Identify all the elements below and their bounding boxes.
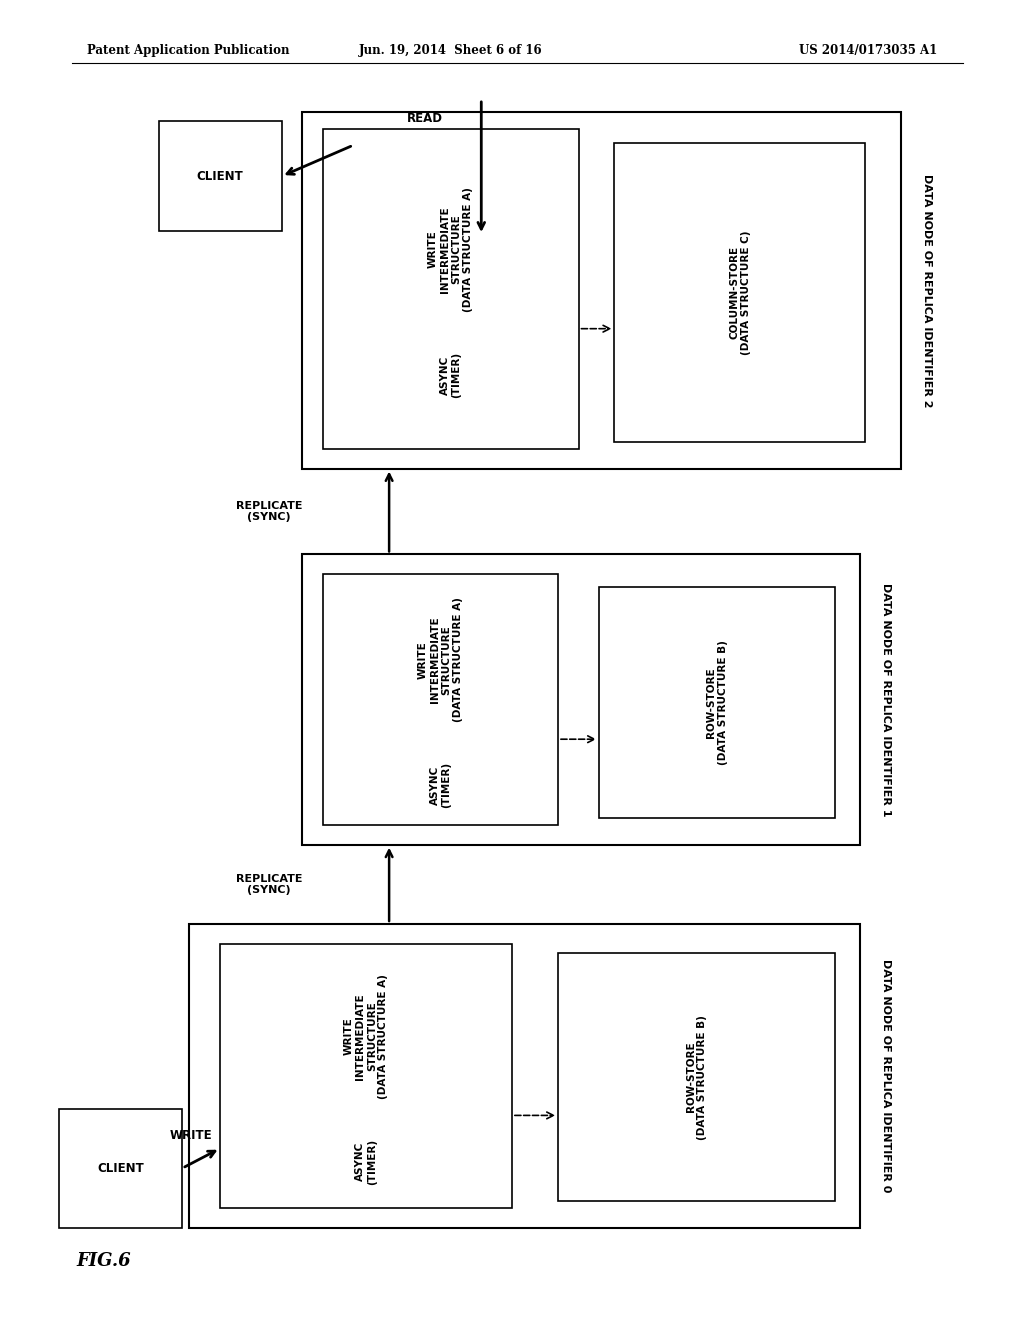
- Text: ASYNC
(TIMER): ASYNC (TIMER): [355, 1139, 377, 1184]
- Bar: [599, 587, 835, 818]
- Bar: [323, 129, 579, 449]
- Bar: [59, 1109, 182, 1228]
- Text: DATA NODE OF REPLICA IDENTIFIER 1: DATA NODE OF REPLICA IDENTIFIER 1: [881, 583, 891, 816]
- Bar: [302, 112, 901, 469]
- Bar: [159, 121, 282, 231]
- Text: REPLICATE
(SYNC): REPLICATE (SYNC): [236, 874, 302, 895]
- Text: DATA NODE OF REPLICA IDENTIFIER 0: DATA NODE OF REPLICA IDENTIFIER 0: [881, 960, 891, 1192]
- Bar: [558, 953, 835, 1201]
- Text: Jun. 19, 2014  Sheet 6 of 16: Jun. 19, 2014 Sheet 6 of 16: [358, 44, 543, 57]
- Text: ROW-STORE
(DATA STRUCTURE B): ROW-STORE (DATA STRUCTURE B): [706, 640, 728, 766]
- Text: DATA NODE OF REPLICA IDENTIFIER 2: DATA NODE OF REPLICA IDENTIFIER 2: [922, 174, 932, 407]
- Bar: [614, 143, 865, 442]
- Text: WRITE
INTERMEDIATE
STRUCTURE
(DATA STRUCTURE A): WRITE INTERMEDIATE STRUCTURE (DATA STRUC…: [428, 187, 473, 312]
- Bar: [189, 924, 860, 1228]
- Bar: [323, 574, 558, 825]
- Text: US 2014/0173035 A1: US 2014/0173035 A1: [799, 44, 937, 57]
- Text: CLIENT: CLIENT: [97, 1162, 144, 1175]
- Text: READ: READ: [407, 112, 443, 125]
- Bar: [302, 554, 860, 845]
- Text: WRITE
INTERMEDIATE
STRUCTURE
(DATA STRUCTURE A): WRITE INTERMEDIATE STRUCTURE (DATA STRUC…: [344, 974, 388, 1098]
- Text: WRITE
INTERMEDIATE
STRUCTURE
(DATA STRUCTURE A): WRITE INTERMEDIATE STRUCTURE (DATA STRUC…: [418, 598, 463, 722]
- Text: ASYNC
(TIMER): ASYNC (TIMER): [439, 352, 462, 397]
- Text: CLIENT: CLIENT: [197, 170, 244, 182]
- Text: FIG.6: FIG.6: [77, 1251, 131, 1270]
- Text: WRITE: WRITE: [170, 1129, 212, 1142]
- Text: ROW-STORE
(DATA STRUCTURE B): ROW-STORE (DATA STRUCTURE B): [685, 1015, 708, 1139]
- Text: REPLICATE
(SYNC): REPLICATE (SYNC): [236, 500, 302, 523]
- Text: ASYNC
(TIMER): ASYNC (TIMER): [429, 763, 452, 808]
- Text: COLUMN-STORE
(DATA STRUCTURE C): COLUMN-STORE (DATA STRUCTURE C): [729, 230, 751, 355]
- Bar: [220, 944, 512, 1208]
- Text: Patent Application Publication: Patent Application Publication: [87, 44, 290, 57]
